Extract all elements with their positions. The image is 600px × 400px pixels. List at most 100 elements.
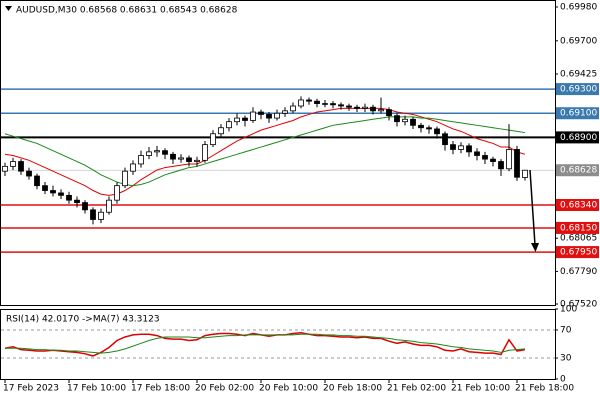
y-tick-label: 0.67790	[560, 267, 597, 277]
chart-title: AUDUSD,M30 0.68568 0.68631 0.68543 0.686…	[16, 6, 238, 16]
level-label: 0.68900	[560, 133, 597, 143]
arrow-head	[531, 243, 539, 252]
candle-body	[66, 194, 72, 201]
candle-body	[402, 118, 408, 123]
candle-body	[10, 161, 16, 167]
last-price-box	[556, 164, 599, 177]
candle-body	[346, 105, 352, 108]
candle-body	[74, 199, 80, 203]
menu-arrow	[5, 6, 12, 11]
candle-body	[194, 159, 200, 162]
candle-body	[90, 209, 96, 220]
candle-body	[234, 117, 240, 123]
level-label-box	[556, 199, 599, 211]
candle-body	[2, 165, 8, 172]
x-tick-label: 21 Feb 02:00	[387, 384, 446, 394]
y-tick-label: 70	[560, 326, 572, 336]
arrow-line	[529, 169, 536, 246]
candle-body	[290, 105, 296, 112]
candle-body	[474, 151, 480, 156]
candle-body	[274, 112, 280, 119]
candle-body	[514, 149, 520, 178]
candle-body	[338, 104, 344, 107]
level-label: 0.69300	[560, 85, 597, 95]
candle-body	[314, 100, 320, 104]
candle-body	[490, 158, 496, 162]
candle-body	[18, 161, 24, 172]
rsi-line	[5, 333, 526, 354]
rsi-title: RSI(14) 42.0170 ->MA(7) 43.3123	[6, 315, 160, 325]
x-tick-label: 17 Feb 2023	[3, 384, 59, 394]
candle-body	[370, 106, 376, 112]
x-tick-label: 21 Feb 18:00	[515, 384, 574, 394]
candle-body	[114, 185, 120, 201]
rsi-panel	[0, 309, 556, 380]
moving-average	[4, 116, 526, 187]
candle-body	[242, 117, 248, 121]
candle-body	[306, 99, 312, 102]
level-label: 0.69100	[560, 109, 597, 119]
candle-body	[378, 109, 384, 112]
y-tick-label: 0.67520	[560, 300, 597, 310]
y-tick-label: 0	[560, 375, 566, 385]
candle-body	[410, 118, 416, 126]
candle-body	[258, 111, 264, 115]
candle-body	[226, 121, 232, 129]
candle-body	[210, 133, 216, 146]
y-tick-label: 0.69425	[560, 70, 597, 80]
candle-body	[170, 153, 176, 160]
y-tick-label: 100	[560, 305, 577, 315]
candle-body	[394, 115, 400, 123]
level-label: 0.68340	[560, 201, 597, 211]
x-tick-label: 17 Feb 18:00	[131, 384, 190, 394]
candle-body	[82, 202, 88, 211]
candle-body	[98, 211, 104, 220]
candle-body	[522, 169, 528, 178]
x-tick-label: 21 Feb 10:00	[451, 384, 510, 394]
candle-body	[482, 155, 488, 160]
candle-body	[250, 111, 256, 121]
candle-body	[162, 150, 168, 155]
candle-body	[426, 127, 432, 130]
candle-body	[42, 185, 48, 191]
level-label-box	[556, 131, 599, 144]
candle-body	[362, 106, 368, 109]
candle-body	[266, 114, 272, 119]
candle-body	[58, 192, 64, 196]
candle-body	[218, 127, 224, 135]
candle-body	[130, 163, 136, 172]
candle-body	[386, 109, 392, 117]
candle-body	[418, 124, 424, 129]
moving-average	[4, 107, 526, 196]
x-tick-label: 20 Feb 02:00	[195, 384, 254, 394]
y-tick-label: 30	[560, 354, 572, 364]
candle-body	[202, 144, 208, 161]
candle-body	[154, 150, 160, 153]
candle-body	[26, 170, 32, 177]
candle-body	[330, 103, 336, 106]
candle-body	[458, 145, 464, 150]
candle-body	[34, 175, 40, 187]
level-label-box	[556, 83, 599, 96]
candle-body	[354, 106, 360, 109]
candle-body	[106, 199, 112, 213]
candle-body	[322, 103, 328, 105]
candle-body	[122, 170, 128, 187]
level-label-box	[556, 221, 599, 234]
candle-body	[298, 99, 304, 107]
level-label-box	[556, 107, 599, 120]
y-tick-label: 0.69700	[560, 36, 597, 46]
candle-body	[178, 157, 184, 160]
candle-body	[50, 190, 56, 194]
candle-body	[498, 161, 504, 170]
candle-body	[282, 110, 288, 114]
x-tick-label: 17 Feb 10:00	[67, 384, 126, 394]
y-tick-label: 0.69980	[560, 3, 597, 13]
candle-body	[186, 157, 192, 162]
level-label-box	[556, 246, 599, 259]
candle-body	[434, 128, 440, 135]
candle-body	[506, 149, 512, 170]
candle-body	[442, 133, 448, 146]
rsi-line	[4, 332, 526, 357]
